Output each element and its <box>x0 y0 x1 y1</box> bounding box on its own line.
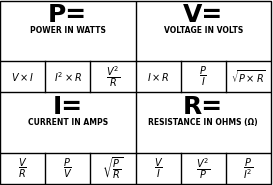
Text: $\dfrac{V}{R}$: $\dfrac{V}{R}$ <box>18 157 27 180</box>
Text: I=: I= <box>53 95 83 119</box>
Text: $\dfrac{V^2}{P}$: $\dfrac{V^2}{P}$ <box>196 156 210 181</box>
Text: R=: R= <box>183 95 223 119</box>
Text: $\dfrac{V^2}{R}$: $\dfrac{V^2}{R}$ <box>106 64 120 89</box>
Text: $I \times R$: $I \times R$ <box>147 71 170 83</box>
Text: V=: V= <box>183 3 223 27</box>
Text: $\sqrt{P \times R}$: $\sqrt{P \times R}$ <box>231 68 266 85</box>
Text: POWER IN WATTS: POWER IN WATTS <box>30 26 106 35</box>
Text: VOLTAGE IN VOLTS: VOLTAGE IN VOLTS <box>164 26 243 35</box>
Text: $\dfrac{V}{I}$: $\dfrac{V}{I}$ <box>153 157 163 180</box>
Text: $\sqrt{\dfrac{P}{R}}$: $\sqrt{\dfrac{P}{R}}$ <box>102 156 124 181</box>
Text: $\dfrac{P}{V}$: $\dfrac{P}{V}$ <box>63 157 72 180</box>
Text: $V \times I$: $V \times I$ <box>11 71 34 83</box>
Text: $I^2 \times R$: $I^2 \times R$ <box>54 70 82 84</box>
Text: P=: P= <box>48 3 87 27</box>
Text: RESISTANCE IN OHMS (Ω): RESISTANCE IN OHMS (Ω) <box>149 118 258 127</box>
Text: CURRENT IN AMPS: CURRENT IN AMPS <box>28 118 108 127</box>
Text: $\dfrac{P}{I^2}$: $\dfrac{P}{I^2}$ <box>243 156 254 181</box>
Text: $\dfrac{P}{I}$: $\dfrac{P}{I}$ <box>199 65 207 88</box>
